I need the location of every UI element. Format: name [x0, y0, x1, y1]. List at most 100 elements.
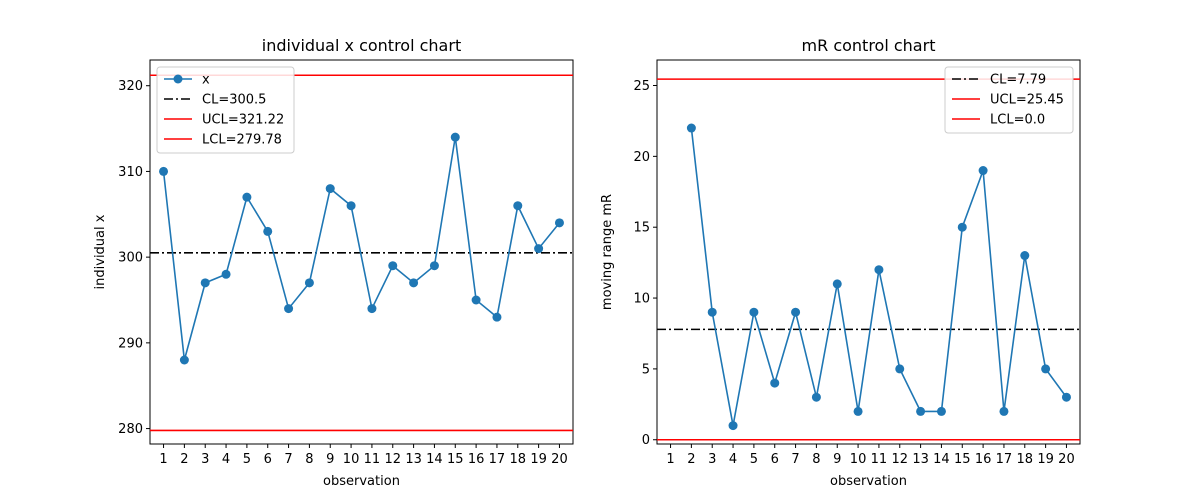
- data-point: [221, 269, 231, 279]
- x-tick-label: 2: [180, 452, 188, 467]
- data-point: [874, 265, 884, 275]
- x-tick-label: 19: [530, 452, 547, 467]
- x-tick-label: 16: [975, 452, 992, 467]
- x-tick-label: 4: [729, 452, 737, 467]
- plot-frame: [149, 59, 574, 445]
- x-tick-label: 12: [384, 452, 401, 467]
- x-tick-label: 4: [222, 452, 230, 467]
- legend: x CL=300.5 UCL=321.22 LCL=279.78: [156, 66, 295, 154]
- x-axis-label: observation: [830, 474, 907, 489]
- x-tick-label: 15: [954, 452, 971, 467]
- legend-entry-label: LCL=0.0: [990, 113, 1045, 128]
- x-tick-label: 19: [1037, 452, 1054, 467]
- data-point: [707, 307, 717, 317]
- y-tick-label: 25: [633, 79, 650, 94]
- x-tick-label: 13: [912, 452, 929, 467]
- x-tick-label: 8: [305, 452, 313, 467]
- x-tick-label: 10: [850, 452, 867, 467]
- data-point: [304, 278, 314, 288]
- data-point: [999, 406, 1009, 416]
- data-point: [346, 201, 356, 211]
- data-point: [978, 166, 988, 176]
- data-point: [811, 392, 821, 402]
- legend-entry-label: x: [202, 73, 210, 88]
- x-tick-label: 5: [750, 452, 758, 467]
- x-tick-label: 15: [447, 452, 464, 467]
- x-tick-label: 10: [343, 452, 360, 467]
- data-point: [916, 406, 926, 416]
- data-point: [388, 261, 398, 271]
- data-point: [534, 244, 544, 254]
- data-point: [242, 192, 252, 202]
- y-tick-label: 280: [118, 422, 143, 437]
- data-point: [450, 132, 460, 142]
- x-tick-label: 7: [284, 452, 292, 467]
- x-tick-label: 7: [791, 452, 799, 467]
- data-point: [429, 261, 439, 271]
- x-tick-label: 8: [812, 452, 820, 467]
- x-tick-label: 1: [159, 452, 167, 467]
- legend-entry-label: CL=7.79: [990, 73, 1046, 88]
- x-tick-label: 14: [426, 452, 443, 467]
- y-tick-label: 310: [118, 165, 143, 180]
- legend-entry-label: UCL=321.22: [202, 113, 284, 128]
- x-tick-label: 20: [551, 452, 568, 467]
- legend-box: [156, 66, 295, 154]
- y-tick-label: 0: [642, 433, 650, 448]
- data-point: [492, 312, 502, 322]
- x-tick-label: 9: [326, 452, 334, 467]
- x-tick-label: 14: [933, 452, 950, 467]
- legend-entry-label: CL=300.5: [202, 93, 266, 108]
- x-tick-label: 1: [666, 452, 674, 467]
- y-axis-label: individual x: [93, 214, 108, 289]
- plot-area: [150, 74, 573, 432]
- data-point: [895, 364, 905, 374]
- data-point: [1061, 392, 1071, 402]
- plot-area: [657, 78, 1080, 441]
- x-tick-label: 6: [771, 452, 779, 467]
- data-point: [770, 378, 780, 388]
- data-point: [325, 184, 335, 194]
- x-tick-label: 11: [871, 452, 888, 467]
- x-tick-label: 5: [243, 452, 251, 467]
- data-point: [853, 406, 863, 416]
- data-point: [728, 421, 738, 431]
- data-point: [200, 278, 210, 288]
- data-point: [1020, 251, 1030, 261]
- series-line: [162, 137, 561, 361]
- x-axis-label: observation: [323, 474, 400, 489]
- y-tick-label: 10: [633, 292, 650, 307]
- y-axis-label: moving range mR: [600, 194, 615, 310]
- legend-entry-label: LCL=279.78: [202, 133, 282, 148]
- y-tick-label: 20: [633, 150, 650, 165]
- x-tick-label: 20: [1058, 452, 1075, 467]
- data-point: [284, 304, 294, 314]
- legend-entry-label: UCL=25.45: [990, 93, 1064, 108]
- data-point: [471, 295, 481, 305]
- data-point: [832, 279, 842, 289]
- data-point: [936, 406, 946, 416]
- y-tick-label: 15: [633, 221, 650, 236]
- data-point: [554, 218, 564, 228]
- legend: CL=7.79 UCL=25.45 LCL=0.0: [944, 66, 1074, 134]
- x-tick-label: 6: [264, 452, 272, 467]
- data-point: [1041, 364, 1051, 374]
- x-tick-label: 12: [891, 452, 908, 467]
- data-point: [367, 304, 377, 314]
- data-point: [749, 307, 759, 317]
- x-tick-label: 18: [510, 452, 527, 467]
- data-point: [686, 123, 696, 133]
- data-point: [179, 355, 189, 365]
- x-tick-label: 18: [1017, 452, 1034, 467]
- data-point: [263, 226, 273, 236]
- x-tick-label: 17: [489, 452, 506, 467]
- x-tick-label: 3: [201, 452, 209, 467]
- y-tick-label: 5: [642, 362, 650, 377]
- data-point: [791, 307, 801, 317]
- x-tick-label: 17: [996, 452, 1013, 467]
- data-point: [957, 222, 967, 232]
- y-tick-label: 320: [118, 79, 143, 94]
- x-tick-label: 3: [708, 452, 716, 467]
